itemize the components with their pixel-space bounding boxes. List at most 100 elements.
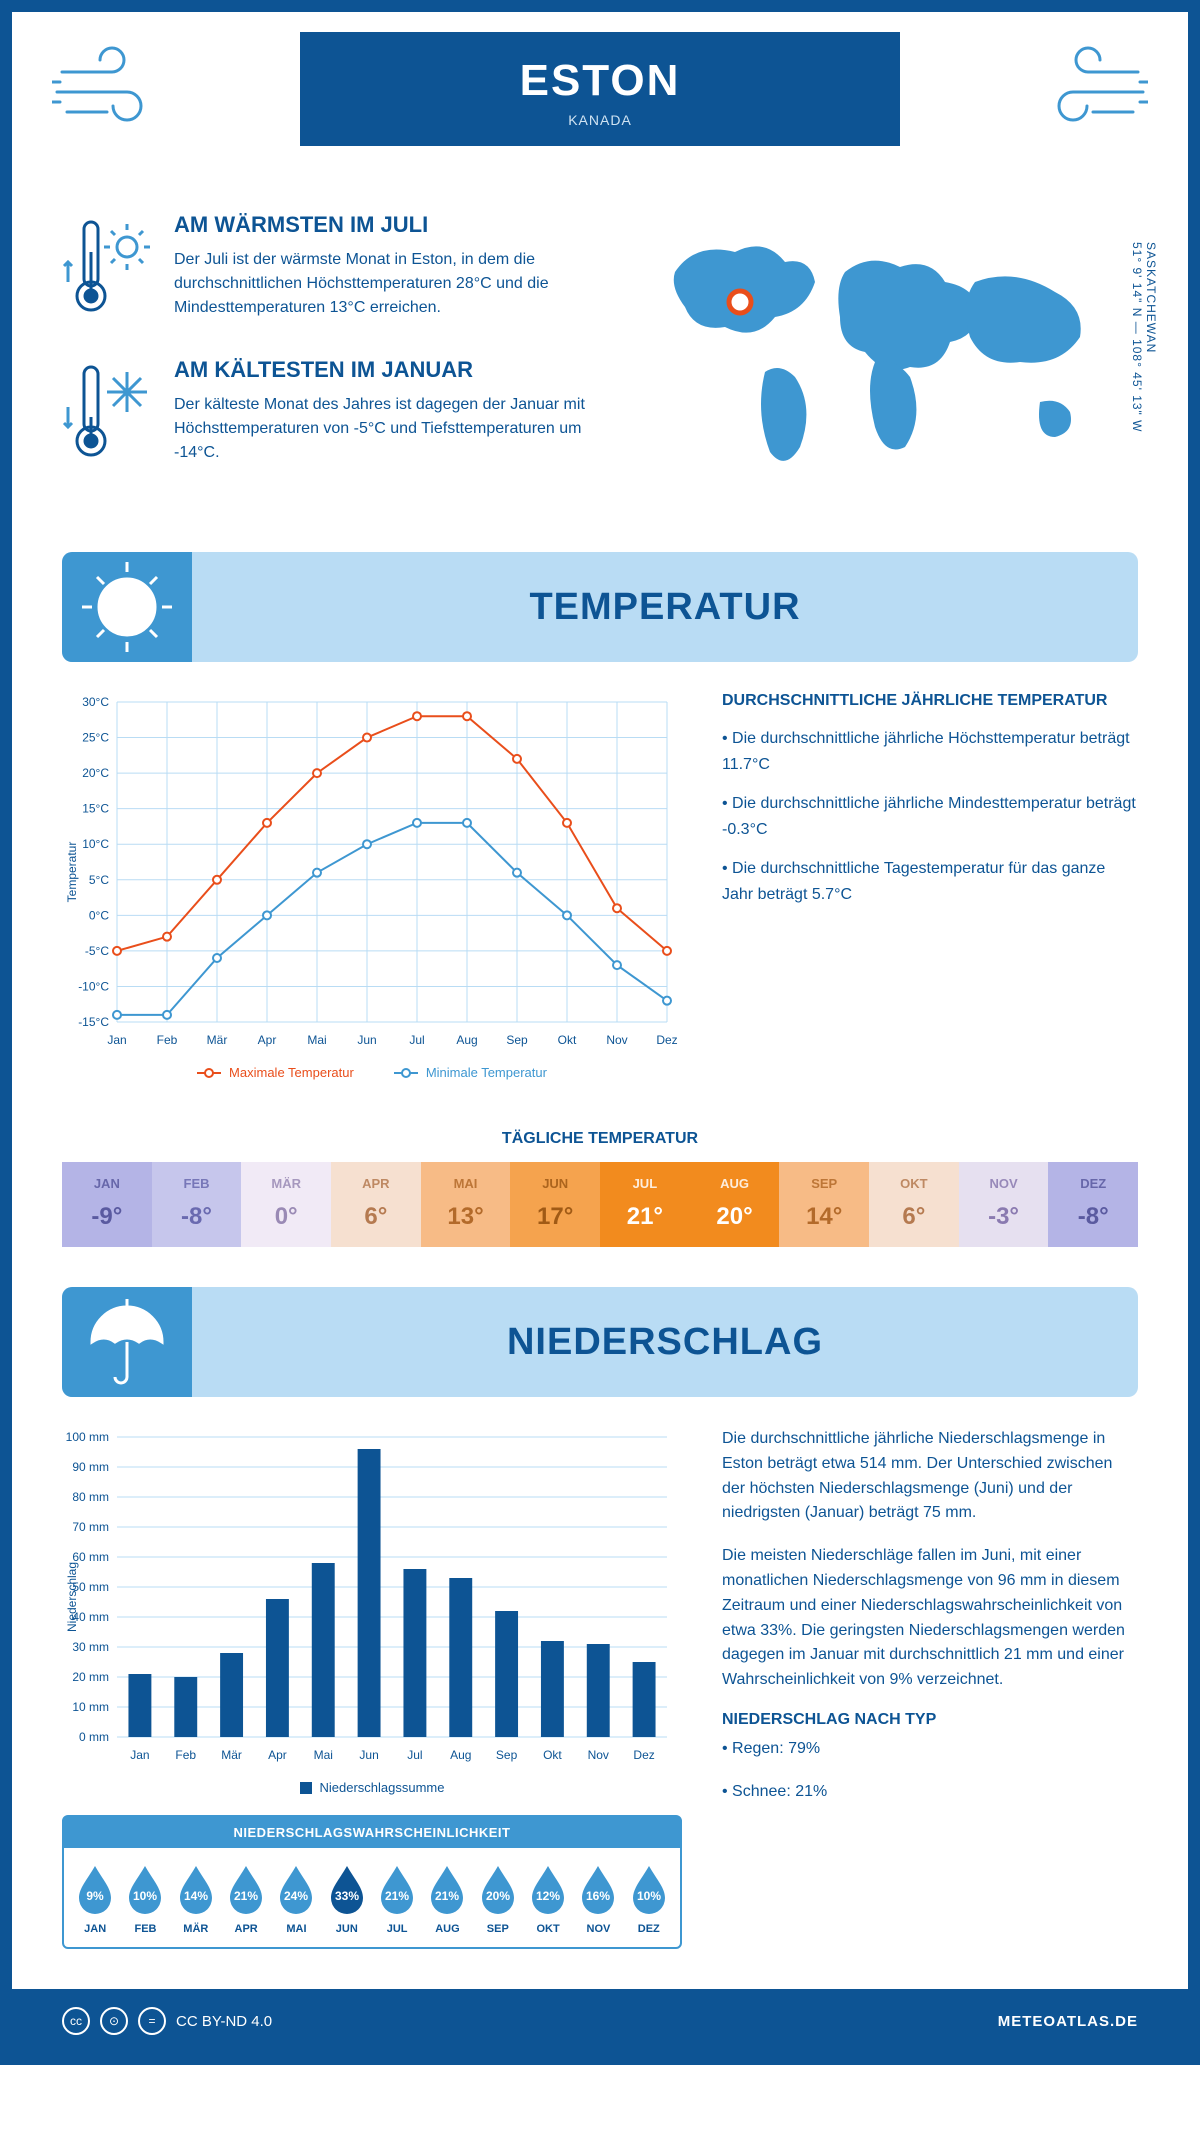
license: cc ⊙ = CC BY-ND 4.0 (62, 2007, 272, 2035)
precip-legend: Niederschlagssumme (62, 1780, 682, 1795)
temp-summary-heading: DURCHSCHNITTLICHE JÄHRLICHE TEMPERATUR (722, 692, 1138, 710)
svg-text:21%: 21% (385, 1889, 409, 1903)
svg-text:Okt: Okt (558, 1033, 577, 1047)
daily-temp-cell: JUL21° (600, 1162, 690, 1247)
temperature-summary: DURCHSCHNITTLICHE JÄHRLICHE TEMPERATUR •… (722, 692, 1138, 1080)
daily-temp-title: TÄGLICHE TEMPERATUR (12, 1130, 1188, 1148)
cc-icon: cc (62, 2007, 90, 2035)
precip-prob-title: NIEDERSCHLAGSWAHRSCHEINLICHKEIT (64, 1817, 680, 1848)
temperature-section-header: TEMPERATUR (62, 552, 1138, 662)
svg-text:24%: 24% (284, 1889, 308, 1903)
svg-text:Mär: Mär (221, 1748, 242, 1762)
svg-text:20 mm: 20 mm (72, 1670, 109, 1684)
precip-prob-cell: 21%AUG (422, 1862, 472, 1935)
page: ESTON KANADA AM WÄRMSTEN IM JULI Der Jul… (0, 0, 1200, 2065)
daily-temp-cell: NOV-3° (959, 1162, 1049, 1247)
sun-icon (62, 552, 192, 662)
precip-prob-cell: 12%OKT (523, 1862, 573, 1935)
svg-text:Apr: Apr (258, 1033, 277, 1047)
svg-text:Apr: Apr (268, 1748, 287, 1762)
wind-icon (52, 42, 172, 137)
svg-text:12%: 12% (536, 1889, 560, 1903)
svg-text:20°C: 20°C (82, 766, 109, 780)
svg-text:60 mm: 60 mm (72, 1550, 109, 1564)
daily-temp-cell: AUG20° (690, 1162, 780, 1247)
temperature-title: TEMPERATUR (192, 586, 1138, 629)
svg-text:0°C: 0°C (89, 908, 109, 922)
svg-text:30 mm: 30 mm (72, 1640, 109, 1654)
svg-text:Jul: Jul (407, 1748, 422, 1762)
temp-legend: Maximale Temperatur Minimale Temperatur (62, 1065, 682, 1080)
world-map: SASKATCHEWAN 51° 9' 14" N — 108° 45' 13"… (645, 212, 1138, 502)
svg-text:Sep: Sep (506, 1033, 528, 1047)
svg-text:Jun: Jun (359, 1748, 378, 1762)
temperature-chart: -15°C-10°C-5°C0°C5°C10°C15°C20°C25°C30°C… (62, 692, 682, 1080)
svg-text:Feb: Feb (157, 1033, 178, 1047)
world-map-svg (645, 212, 1125, 492)
thermometer-cold-icon (62, 357, 152, 472)
title-banner: ESTON KANADA (300, 32, 900, 146)
svg-text:21%: 21% (234, 1889, 258, 1903)
coords-region: SASKATCHEWAN (1144, 242, 1158, 353)
umbrella-icon (62, 1287, 192, 1397)
temp-bullet-1: • Die durchschnittliche jährliche Höchst… (722, 726, 1138, 777)
svg-text:-10°C: -10°C (78, 979, 109, 993)
daily-temp-cell: APR6° (331, 1162, 421, 1247)
site-name: METEOATLAS.DE (998, 2013, 1138, 2030)
svg-text:Dez: Dez (633, 1748, 654, 1762)
coldest-body: Der kälteste Monat des Jahres ist dagege… (174, 393, 605, 465)
precip-prob-row: 9%JAN10%FEB14%MÄR21%APR24%MAI33%JUN21%JU… (64, 1848, 680, 1947)
temp-bullet-2: • Die durchschnittliche jährliche Mindes… (722, 791, 1138, 842)
svg-text:Aug: Aug (456, 1033, 477, 1047)
legend-min: Minimale Temperatur (426, 1065, 547, 1080)
svg-text:20%: 20% (486, 1889, 510, 1903)
svg-text:Mär: Mär (207, 1033, 228, 1047)
svg-text:14%: 14% (184, 1889, 208, 1903)
svg-text:-5°C: -5°C (85, 944, 109, 958)
daily-temp-table: JAN-9°FEB-8°MÄR0°APR6°MAI13°JUN17°JUL21°… (62, 1162, 1138, 1247)
svg-text:Jan: Jan (107, 1033, 126, 1047)
legend-max: Maximale Temperatur (229, 1065, 354, 1080)
precip-prob-cell: 21%APR (221, 1862, 271, 1935)
license-text: CC BY-ND 4.0 (176, 2013, 272, 2030)
precip-snow: • Schnee: 21% (722, 1780, 1138, 1805)
svg-text:Nov: Nov (588, 1748, 609, 1762)
daily-temp-cell: JAN-9° (62, 1162, 152, 1247)
svg-text:Niederschlag: Niederschlag (65, 1562, 79, 1632)
svg-text:Aug: Aug (450, 1748, 471, 1762)
svg-text:-15°C: -15°C (78, 1015, 109, 1029)
precip-prob-cell: 10%FEB (120, 1862, 170, 1935)
svg-text:Jul: Jul (409, 1033, 424, 1047)
precip-prob-cell: 9%JAN (70, 1862, 120, 1935)
thermometer-hot-icon (62, 212, 152, 327)
svg-text:10%: 10% (637, 1889, 661, 1903)
precip-para-2: Die meisten Niederschläge fallen im Juni… (722, 1544, 1138, 1693)
svg-text:Mai: Mai (314, 1748, 333, 1762)
warmest-title: AM WÄRMSTEN IM JULI (174, 212, 605, 238)
precip-chart: 0 mm10 mm20 mm30 mm40 mm50 mm60 mm70 mm8… (62, 1427, 682, 1767)
warmest-fact: AM WÄRMSTEN IM JULI Der Juli ist der wär… (62, 212, 605, 327)
precip-title: NIEDERSCHLAG (192, 1321, 1138, 1364)
daily-temp-cell: MÄR0° (241, 1162, 331, 1247)
coordinates: SASKATCHEWAN 51° 9' 14" N — 108° 45' 13"… (1130, 242, 1158, 432)
svg-text:90 mm: 90 mm (72, 1460, 109, 1474)
svg-text:Nov: Nov (606, 1033, 627, 1047)
svg-text:25°C: 25°C (82, 731, 109, 745)
country-name: KANADA (300, 112, 900, 128)
precip-prob-cell: 20%SEP (473, 1862, 523, 1935)
precip-prob-cell: 10%DEZ (624, 1862, 674, 1935)
precip-section-header: NIEDERSCHLAG (62, 1287, 1138, 1397)
precip-prob-cell: 21%JUL (372, 1862, 422, 1935)
coords-lon: 108° 45' 13" W (1130, 339, 1144, 432)
temp-bullet-3: • Die durchschnittliche Tagestemperatur … (722, 856, 1138, 907)
precip-prob-cell: 24%MAI (271, 1862, 321, 1935)
svg-text:Okt: Okt (543, 1748, 562, 1762)
svg-text:30°C: 30°C (82, 695, 109, 709)
by-icon: ⊙ (100, 2007, 128, 2035)
daily-temp-cell: JUN17° (510, 1162, 600, 1247)
svg-text:Jun: Jun (357, 1033, 376, 1047)
svg-text:Jan: Jan (130, 1748, 149, 1762)
svg-text:10°C: 10°C (82, 837, 109, 851)
svg-text:Dez: Dez (656, 1033, 677, 1047)
svg-text:16%: 16% (586, 1889, 610, 1903)
